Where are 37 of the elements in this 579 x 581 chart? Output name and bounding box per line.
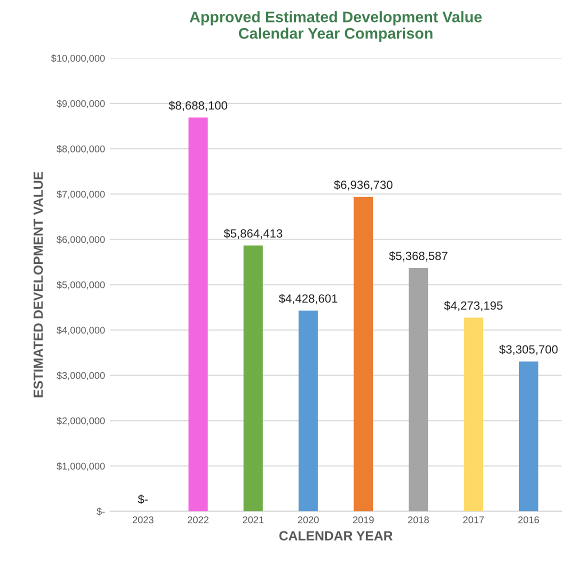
y-tick-label: $2,000,000 bbox=[56, 416, 105, 426]
y-tick-label: $6,000,000 bbox=[56, 236, 105, 244]
data-label: $4,273,195 bbox=[444, 300, 503, 312]
y-tick-label: $10,000,000 bbox=[51, 54, 105, 63]
data-label: $- bbox=[138, 494, 148, 504]
data-label: $5,864,413 bbox=[224, 228, 282, 240]
y-tick-label: $9,000,000 bbox=[56, 100, 105, 108]
data-label: $6,936,730 bbox=[334, 180, 392, 190]
x-tick-label: 2021 bbox=[242, 516, 264, 524]
bar bbox=[518, 361, 538, 512]
x-tick-label: 2020 bbox=[298, 516, 319, 524]
x-tick-label: 2023 bbox=[132, 516, 154, 524]
y-tick-label: $8,000,000 bbox=[56, 145, 105, 154]
y-tick-label: $5,000,000 bbox=[56, 281, 105, 290]
x-axis-title: CALENDAR YEAR bbox=[279, 531, 393, 540]
x-tick-label: 2019 bbox=[353, 516, 374, 524]
data-label: $8,688,100 bbox=[168, 100, 228, 112]
y-axis-title: ESTIMATED DEVELOPMENT VALUE bbox=[34, 172, 43, 398]
data-label: $3,305,700 bbox=[499, 344, 558, 355]
y-tick-label: $3,000,000 bbox=[56, 372, 105, 380]
bar bbox=[298, 310, 318, 512]
x-tick-label: 2017 bbox=[463, 516, 484, 524]
x-tick-label: 2016 bbox=[518, 516, 539, 524]
y-tick-label: $7,000,000 bbox=[56, 190, 105, 199]
bar bbox=[408, 268, 428, 512]
x-tick-label: 2018 bbox=[408, 516, 429, 524]
x-tick-label: 2022 bbox=[188, 516, 208, 524]
chart-title: Approved Estimated Development Value Calendar Year Comparison bbox=[190, 11, 482, 42]
bar bbox=[188, 118, 208, 512]
bar bbox=[354, 196, 373, 512]
data-label: $4,428,601 bbox=[278, 294, 338, 304]
y-tick-label: $1,000,000 bbox=[56, 462, 105, 471]
data-label: $5,368,587 bbox=[389, 251, 448, 262]
bar bbox=[244, 246, 263, 512]
y-tick-label: $- bbox=[96, 508, 105, 516]
bar bbox=[464, 318, 484, 512]
y-tick-label: $4,000,000 bbox=[56, 326, 105, 335]
